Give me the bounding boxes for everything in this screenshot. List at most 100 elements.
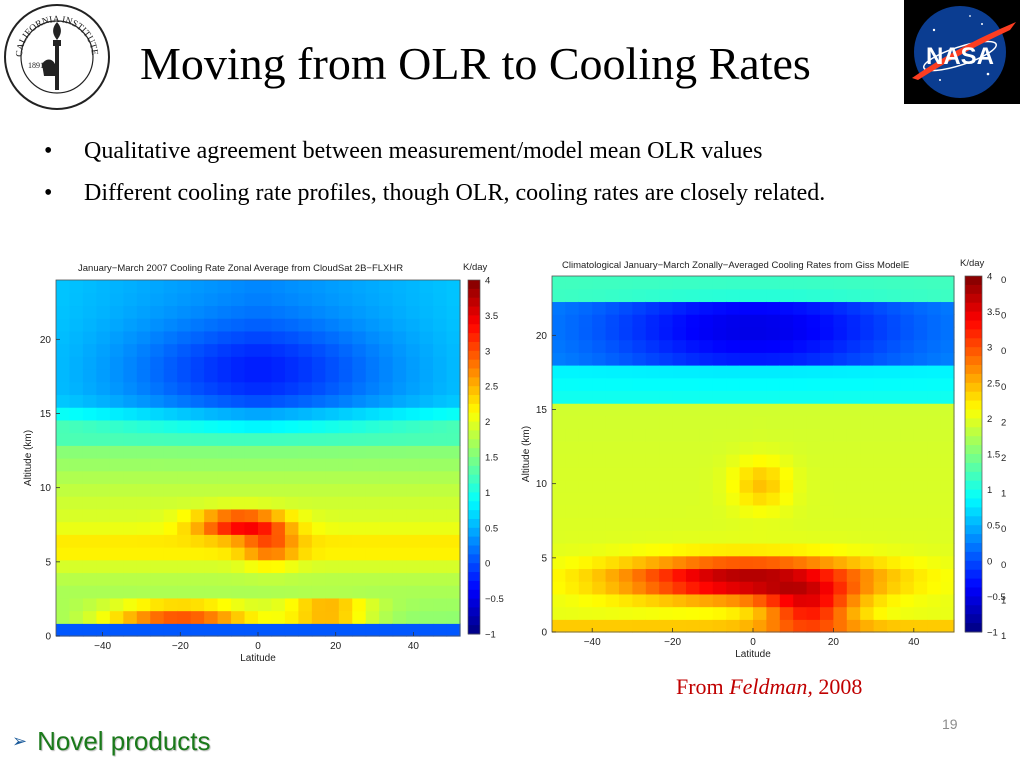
heatmap-cell xyxy=(217,521,232,535)
heatmap-cell xyxy=(136,508,151,523)
heatmap-cell xyxy=(645,504,660,519)
heatmap-cell xyxy=(887,301,901,315)
colorbar-right-label: 0 xyxy=(1001,275,1006,286)
heatmap-cell xyxy=(217,534,232,548)
colorbar-tick-label: 1 xyxy=(987,485,992,496)
heatmap-cell xyxy=(190,559,205,574)
heatmap-cell xyxy=(204,496,219,510)
heatmap-cell xyxy=(365,369,380,383)
heatmap-cell xyxy=(766,377,781,392)
heatmap-cell xyxy=(900,479,915,493)
heatmap-cell xyxy=(231,597,246,612)
colorbar-tick-label: 4 xyxy=(987,272,992,283)
heatmap-cell xyxy=(739,377,754,392)
heatmap-cell xyxy=(806,593,821,608)
heatmap-cell xyxy=(686,504,700,519)
heatmap-cell xyxy=(619,530,633,544)
heatmap-cell xyxy=(325,521,340,535)
heatmap-cell xyxy=(419,547,434,561)
heatmap-cell xyxy=(352,483,367,497)
heatmap-cell xyxy=(887,504,901,519)
heatmap-cell xyxy=(150,470,165,485)
heatmap-cell xyxy=(672,606,687,620)
heatmap-cell xyxy=(619,454,633,468)
heatmap-cell xyxy=(699,581,714,595)
heatmap-cell xyxy=(900,276,915,290)
heatmap-cell xyxy=(820,530,834,544)
heatmap-cell xyxy=(927,301,942,315)
heatmap-cell xyxy=(645,606,660,620)
heatmap-cell xyxy=(109,343,124,357)
heatmap-cell xyxy=(672,390,687,404)
heatmap-cell xyxy=(793,581,808,595)
heatmap-cell xyxy=(672,288,687,303)
heatmap-cell xyxy=(284,356,299,370)
heatmap-cell xyxy=(298,280,313,294)
heatmap-cell xyxy=(887,326,901,341)
heatmap-cell xyxy=(190,280,205,294)
heatmap-cell xyxy=(406,483,421,497)
heatmap-cell xyxy=(177,610,192,624)
heatmap-cell xyxy=(820,403,834,417)
heatmap-cell xyxy=(645,377,660,392)
heatmap-cell xyxy=(136,381,151,396)
heatmap-cell xyxy=(419,305,434,319)
heatmap-cell xyxy=(379,559,394,574)
heatmap-cell xyxy=(69,521,84,535)
heatmap-cell xyxy=(940,479,955,493)
heatmap-cell xyxy=(779,543,794,557)
heatmap-cell xyxy=(338,381,353,396)
heatmap-cell xyxy=(605,377,620,392)
heatmap-cell xyxy=(56,280,71,294)
heatmap-cell xyxy=(136,330,151,345)
heatmap-cell xyxy=(766,504,781,519)
heatmap-cell xyxy=(163,572,178,586)
heatmap-cell xyxy=(686,530,700,544)
heatmap-cell xyxy=(779,428,794,442)
heatmap-cell xyxy=(592,530,607,544)
heatmap-cell xyxy=(820,314,834,328)
heatmap-cell xyxy=(686,288,700,303)
heatmap-cell xyxy=(873,403,888,417)
heatmap-cell xyxy=(913,479,928,493)
heatmap-cell xyxy=(379,305,394,319)
heatmap-cell xyxy=(846,454,861,468)
heatmap-cell xyxy=(726,326,741,341)
heatmap-cell xyxy=(392,521,407,535)
heatmap-cell xyxy=(271,623,286,637)
heatmap-cell xyxy=(150,305,165,319)
heatmap-cell xyxy=(446,496,461,510)
heatmap-cell xyxy=(392,280,407,294)
heatmap-cell xyxy=(672,352,687,366)
heatmap-cell xyxy=(779,314,794,328)
y-tick-label: 5 xyxy=(541,553,547,564)
heatmap-cell xyxy=(699,555,714,570)
heatmap-cell xyxy=(672,454,687,468)
heatmap-cell xyxy=(298,330,313,345)
heatmap-cell xyxy=(433,610,448,624)
heatmap-cell xyxy=(163,280,178,294)
heatmap-cell xyxy=(204,597,219,612)
heatmap-cell xyxy=(163,432,178,446)
heatmap-cell xyxy=(379,292,394,307)
heatmap-cell xyxy=(392,483,407,497)
heatmap-cell xyxy=(645,301,660,315)
heatmap-cell xyxy=(753,428,767,442)
heatmap-cell xyxy=(632,466,647,481)
heatmap-cell xyxy=(244,623,259,637)
heatmap-cell xyxy=(379,496,394,510)
heatmap-cell xyxy=(150,521,165,535)
heatmap-cell xyxy=(123,585,138,599)
colorbar-step xyxy=(468,324,480,334)
heatmap-cell xyxy=(69,407,84,421)
heatmap-cell xyxy=(109,610,124,624)
heatmap-cell xyxy=(699,466,714,481)
heatmap-cell xyxy=(82,292,97,307)
heatmap-cell xyxy=(150,597,165,612)
heatmap-cell xyxy=(446,597,461,612)
heatmap-cell xyxy=(820,619,834,633)
colorbar-tick-label: −1 xyxy=(987,628,998,639)
colorbar-step xyxy=(965,605,982,615)
heatmap-cell xyxy=(846,365,861,379)
heatmap-cell xyxy=(204,534,219,548)
